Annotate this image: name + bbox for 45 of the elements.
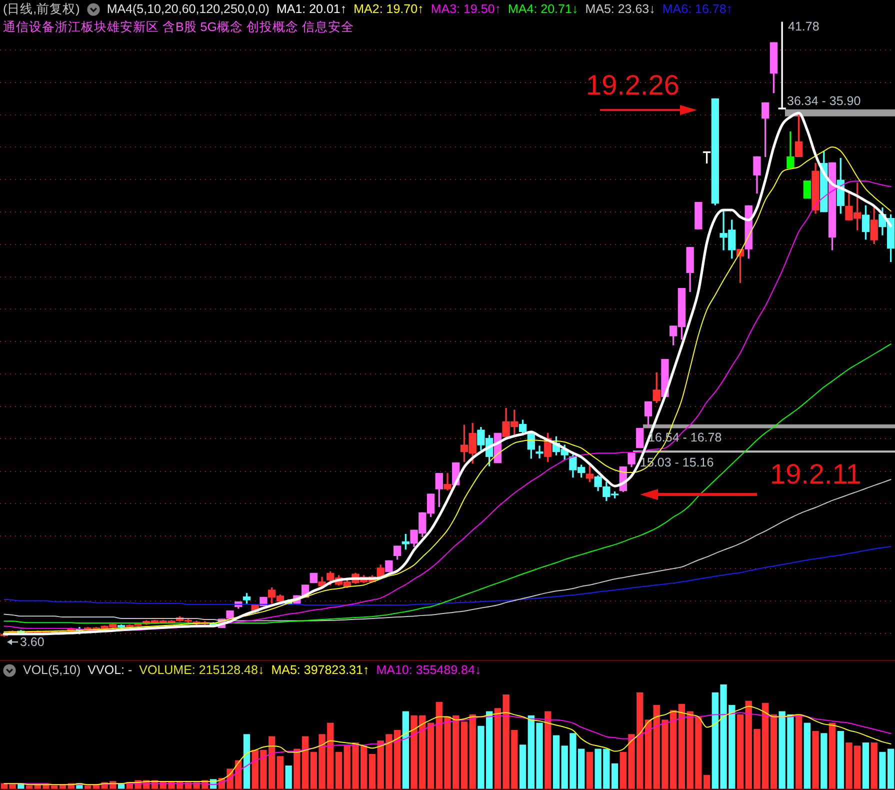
bar [460, 722, 468, 789]
bar [427, 722, 434, 789]
bar [828, 722, 836, 789]
chart-title: VOL(5,10) [23, 662, 81, 678]
annotation: 19.2.26 [586, 70, 680, 101]
chart-title: (日线,前复权) [3, 1, 80, 17]
annotation: 3.60 [20, 634, 44, 649]
text: MA5: 23.63↓ [585, 1, 656, 17]
bar [276, 756, 284, 789]
annotation: 19.2.11 [770, 458, 862, 490]
bar [736, 714, 744, 789]
bar [285, 766, 292, 789]
legend-title: MA4(5,10,20,60,120,250,0,0) [106, 1, 270, 17]
bar [812, 731, 819, 789]
bar [552, 735, 560, 789]
bar [644, 720, 652, 789]
candlestick [778, 22, 786, 110]
bar [335, 752, 342, 789]
bar [586, 752, 594, 789]
bar [804, 722, 811, 789]
bar [837, 731, 844, 789]
text: VVOL: - [88, 662, 132, 678]
bar [795, 714, 802, 789]
text: VOLUME: 215128.48↓ [139, 662, 264, 678]
bar [544, 711, 552, 789]
bar [870, 742, 878, 789]
band-label: 36.34 - 35.90 [787, 94, 861, 108]
bar [402, 711, 410, 789]
bar [368, 754, 376, 789]
chart-subtitle: 通信设备浙江板块雄安新区 含B股 5G概念 创投概念 信息安全 [3, 19, 354, 35]
text: MA10: 355489.84↓ [376, 662, 482, 678]
text: MA1: 20.01↑ [276, 1, 347, 17]
candlestick [536, 446, 544, 458]
bar [243, 734, 250, 789]
text: MA6: 16.78↑ [662, 1, 733, 17]
bar [820, 733, 828, 789]
text: MA4: 20.71↓ [508, 1, 578, 17]
bar [862, 742, 870, 789]
bar [469, 714, 476, 789]
annotation: 41.78 [788, 19, 820, 34]
text: MA5: 397823.31↑ [271, 662, 370, 678]
bar [519, 744, 526, 789]
text: MA3: 19.50↑ [430, 1, 501, 17]
text: MA2: 19.70↑ [354, 1, 424, 17]
bar [770, 714, 778, 789]
